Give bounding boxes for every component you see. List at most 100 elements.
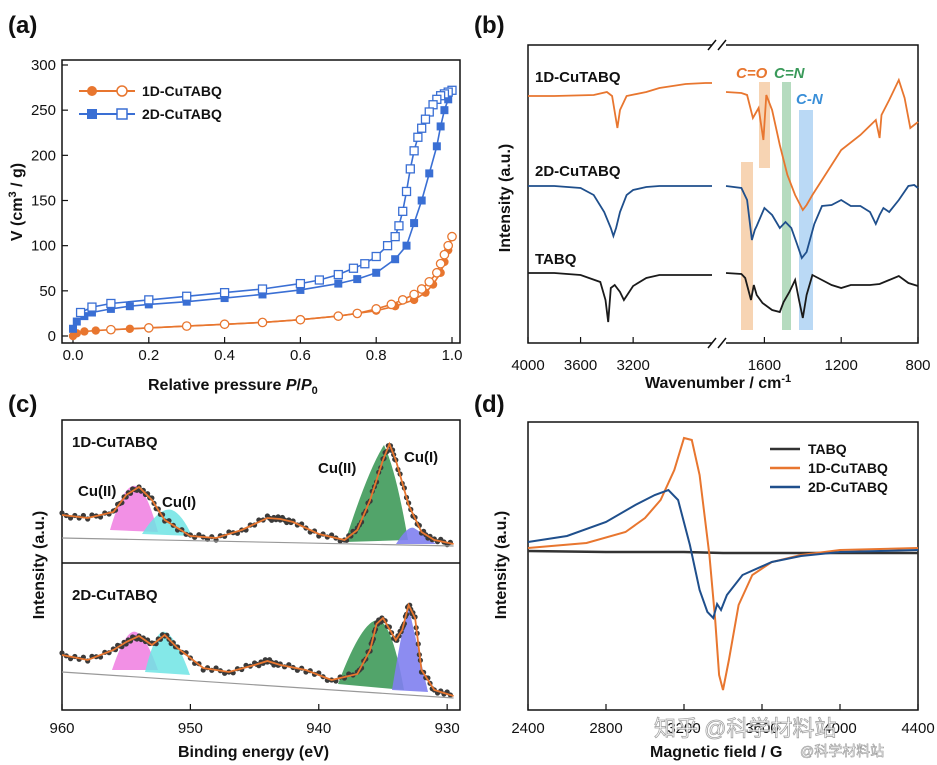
y-tick-label: 50 [39,283,56,300]
xps-envelope-fit-0 [61,441,454,545]
x-tick-label: 0.6 [290,347,311,364]
panel-d-xlabel: Magnetic field / G [650,744,782,761]
desorption-point [382,241,393,251]
legend-marker-1d-open [116,85,128,97]
legend-label-2d: 2D-CuTABQ [142,106,222,122]
band-cn-double [782,82,791,330]
panel-a-label: (a) [8,12,37,39]
legend-marker-1d-filled [87,86,97,96]
desorption-point [431,267,442,278]
panel-b-xlabel: Wavenumber / cm-1 [645,373,791,392]
panel-c-plot-area [59,441,454,699]
desorption-point [420,114,431,124]
desorption-point [447,231,457,242]
desorption-point [424,276,435,287]
panel-c-title-2d: 2D-CuTABQ [72,587,158,604]
x-tick-label: 1600 [748,357,781,374]
adsorption-point [440,106,449,115]
panel-a-xlabel: Relative pressure P/P0 [148,377,318,397]
desorption-point [143,323,154,333]
panel-c-xlabel: Binding energy (eV) [178,744,329,761]
adsorption-point [425,169,434,178]
adsorption-point [258,290,267,299]
panel-d-frame [527,421,919,711]
y-tick-label: 200 [31,147,56,164]
panel-b-series-label-1d: 1D-CuTABQ [535,69,621,86]
desorption-point [144,295,154,305]
desorption-point [386,299,397,310]
ftir-line-left-1 [528,185,712,239]
adsorption-point [417,196,426,205]
desorption-point [397,295,408,305]
adsorption-point [391,255,400,264]
desorption-point [182,291,192,301]
adsorption-point [372,268,381,277]
adsorption-point [125,324,135,333]
y-tick-label: 0 [48,328,56,345]
y-tick-label: 250 [31,102,56,119]
desorption-point [443,240,454,251]
panel-b-series-label-2d: 2D-CuTABQ [535,163,621,180]
xps-background-line [61,537,454,547]
adsorption-point [91,326,100,335]
x-tick-label: 800 [905,357,930,374]
component-1d-cu2-sat [110,485,158,532]
desorption-point [181,321,192,331]
adsorption-point [69,324,77,333]
adsorption-point [410,219,419,228]
ftir-line-right-2 [725,272,919,319]
x-tick-label: 4000 [823,720,856,737]
legend-marker-2d-open [116,108,128,120]
x-tick-label: 960 [49,720,74,737]
x-tick-label: 940 [306,720,331,737]
band-label-cn-single: C-N [796,91,824,108]
panel-a-ticks: 0.0 0.2 0.4 0.6 0.8 1.0 0 50 100 150 200 250 300 [31,57,462,364]
band-cn-single [799,110,813,330]
x-tick-label: 4400 [901,720,934,737]
x-tick-label: 2400 [511,720,544,737]
desorption-point [398,206,408,216]
desorption-point [439,249,450,260]
panel-c-label: (c) [8,391,37,418]
desorption-point [106,298,116,309]
panel-b-series-label-tabq: TABQ [535,251,577,268]
watermark-main: 知乎 @科学材料站 [654,716,836,741]
component-1d-cu2 [345,445,408,542]
component-2d-cu1 [392,604,428,692]
panel-a-plot-area [68,85,457,341]
panel-d-label: (d) [474,391,505,418]
x-tick-label: 3200 [616,357,649,374]
desorption-point [106,324,116,335]
panel-d: (d) 2400 2800 3200 3600 4000 4400 TABQ 1D-CuT… [474,391,935,761]
x-tick-label: 3600 [564,357,597,374]
axis-break-top [707,39,727,51]
component-2d-cu2-sat [112,631,158,670]
panel-d-ylabel: Intensity (a.u.) [493,511,510,619]
desorption-point [257,284,268,294]
component-1d-cu1 [396,527,436,544]
adsorption-point [182,297,191,306]
panel-c-title-1d: 1D-CuTABQ [72,434,158,451]
adsorption-point [334,279,343,288]
adsorption-point [125,302,134,311]
desorption-point [390,231,400,242]
epr-line-2 [527,488,919,620]
x-tick-label: 950 [178,720,203,737]
x-tick-label: 0.2 [138,347,159,364]
panel-d-legend: TABQ 1D-CuTABQ 2D-CuTABQ [770,441,888,495]
band-label-cn-double: C=N [774,65,806,82]
panel-b-frame [527,44,919,344]
panel-d-ticks: 2400 2800 3200 3600 4000 4400 [511,704,935,737]
legend-label-tabq: TABQ [808,441,847,457]
x-tick-label: 0.8 [366,347,387,364]
desorption-point [409,289,419,300]
x-tick-label: 2800 [589,720,622,737]
y-tick-label: 300 [31,57,56,74]
x-tick-label: 3600 [745,720,778,737]
panel-a-legend: 1D-CuTABQ 2D-CuTABQ [79,83,222,122]
xps-envelope-fit-1 [61,602,454,697]
desorption-point [75,307,86,318]
isotherm-desorption-line-1 [80,89,453,314]
panel-b-label: (b) [474,12,505,39]
